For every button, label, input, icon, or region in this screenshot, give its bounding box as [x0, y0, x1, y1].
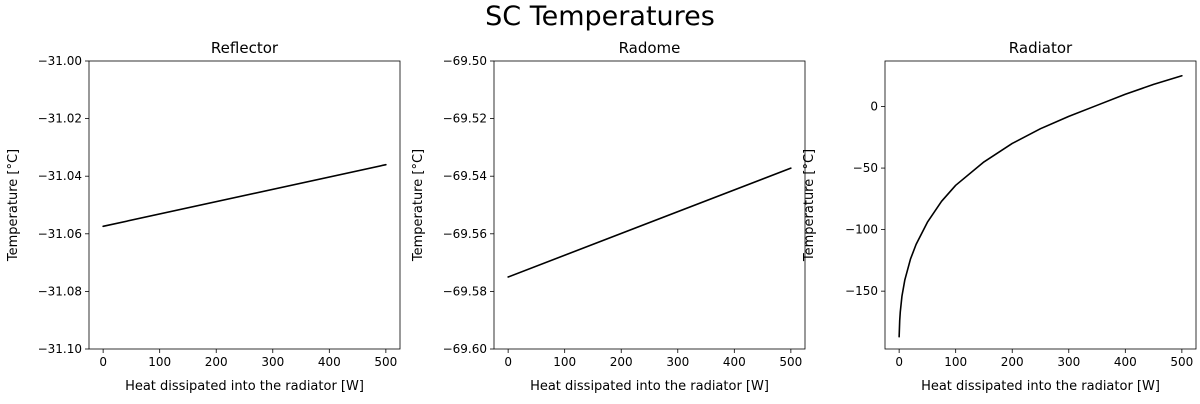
reflector-ytick-label: −31.02 [38, 112, 82, 126]
radiator-series-line [898, 74, 1183, 338]
radome-xlabel: Heat dissipated into the radiator [W] [530, 379, 769, 394]
reflector-ytick-label: −31.04 [38, 169, 82, 183]
reflector-xtick-label: 100 [148, 355, 171, 369]
radome-xtick-label: 0 [504, 355, 512, 369]
radiator-xtick-label: 300 [1057, 355, 1080, 369]
reflector-xlabel: Heat dissipated into the radiator [W] [125, 379, 364, 394]
radome-ytick-label: −69.50 [443, 54, 487, 68]
figure-title: SC Temperatures [485, 1, 715, 32]
radiator-xtick-label: 200 [1001, 355, 1024, 369]
reflector-ytick-label: −31.10 [38, 342, 82, 356]
reflector-xtick-label: 300 [261, 355, 284, 369]
radome-series-line [507, 167, 792, 278]
radiator-ytick-label: −150 [845, 284, 878, 298]
radiator-chart: Radiator 0 100 200 300 400 500 −150 −100 −50 0 Heat… [802, 39, 1197, 394]
reflector-xtick-label: 0 [99, 355, 107, 369]
reflector-xtick-label: 500 [374, 355, 397, 369]
radome-xtick-label: 500 [779, 355, 802, 369]
radiator-axes-frame [884, 60, 1197, 350]
radiator-xlabel: Heat dissipated into the radiator [W] [921, 379, 1160, 394]
reflector-axes-frame [88, 60, 401, 350]
reflector-series-line [102, 163, 387, 228]
radiator-title: Radiator [1009, 39, 1073, 57]
radome-xtick-label: 300 [666, 355, 689, 369]
reflector-xtick-label: 400 [318, 355, 341, 369]
radome-ytick-label: −69.56 [443, 227, 487, 241]
reflector-ytick-label: −31.08 [38, 284, 82, 298]
radome-xtick-label: 400 [723, 355, 746, 369]
radome-xtick-label: 100 [553, 355, 576, 369]
reflector-ylabel: Temperature [°C] [6, 149, 21, 262]
radome-chart: Radome 0 100 200 300 400 500 −69.60 −69.58 −69.56… [411, 39, 806, 394]
radiator-xtick-label: 100 [944, 355, 967, 369]
radiator-xtick-label: 400 [1114, 355, 1137, 369]
radome-title: Radome [619, 39, 681, 57]
reflector-title: Reflector [211, 39, 279, 57]
reflector-ytick-label: −31.00 [38, 54, 82, 68]
radome-ytick-label: −69.60 [443, 342, 487, 356]
radome-ylabel: Temperature [°C] [411, 149, 426, 262]
radome-ytick-label: −69.54 [443, 169, 487, 183]
radiator-ytick-label: −100 [845, 223, 878, 237]
radiator-ytick-label: 0 [870, 100, 878, 114]
radome-xtick-label: 200 [610, 355, 633, 369]
radome-ytick-label: −69.52 [443, 112, 487, 126]
radiator-xtick-label: 500 [1170, 355, 1193, 369]
radiator-ylabel: Temperature [°C] [802, 149, 817, 262]
reflector-chart: Reflector 0 100 200 300 400 500 −31.10 −31.08 −31… [6, 39, 401, 394]
radiator-ytick-label: −50 [853, 161, 878, 175]
radome-ytick-label: −69.58 [443, 284, 487, 298]
radome-axes-frame [493, 60, 806, 350]
radiator-xtick-label: 0 [895, 355, 903, 369]
reflector-xtick-label: 200 [205, 355, 228, 369]
reflector-ytick-label: −31.06 [38, 227, 82, 241]
